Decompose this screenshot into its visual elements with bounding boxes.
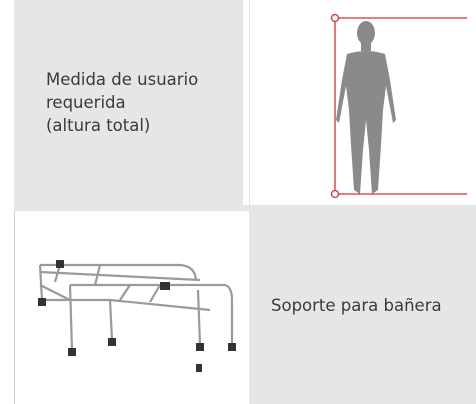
stand-feet — [38, 260, 236, 372]
label-cell: Medida de usuario requerida (altura tota… — [14, 0, 243, 205]
label-text: Medida de usuario requerida (altura tota… — [46, 68, 198, 137]
label-text: Soporte para bañera — [271, 294, 442, 317]
row-divider — [14, 205, 476, 211]
label-line: (altura total) — [46, 116, 151, 135]
label-line: Soporte para bañera — [271, 296, 442, 315]
image-cell — [14, 211, 243, 404]
label-line: Medida de usuario — [46, 70, 199, 89]
bath-stand — [38, 263, 234, 351]
human-figure — [336, 21, 396, 194]
label-cell: Soporte para bañera — [249, 211, 476, 404]
height-marker — [330, 13, 467, 199]
label-line: requerida — [46, 93, 126, 112]
image-cell — [249, 0, 476, 205]
